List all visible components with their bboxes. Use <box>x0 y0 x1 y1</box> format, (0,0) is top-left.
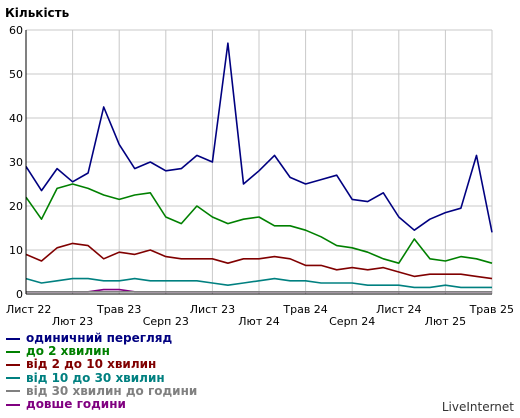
x-tick-label: Серп 24 <box>329 315 375 328</box>
y-tick-label: 50 <box>9 68 23 81</box>
y-tick-label: 20 <box>9 200 23 213</box>
series-line-1 <box>25 42 493 233</box>
grid <box>25 29 493 295</box>
x-tick-label: Серп 23 <box>143 315 189 328</box>
x-tick-label: Лист 22 <box>6 303 51 316</box>
series-line-3 <box>25 242 493 280</box>
legend-item: одиничний перегляд <box>6 331 197 345</box>
legend-item: від 10 до 30 хвилин <box>6 370 197 385</box>
series-line-4 <box>25 277 492 289</box>
x-tick-label: Лют 23 <box>52 315 93 328</box>
y-tick-label: 40 <box>9 112 23 125</box>
legend-label: довше години <box>26 396 126 411</box>
y-tick-label: 30 <box>9 156 23 169</box>
x-tick-label: Трав 24 <box>282 303 327 316</box>
brand-label: LiveInternet <box>441 400 514 414</box>
legend: одиничний перегляд до 2 хвилин від 2 до 10… <box>6 331 198 411</box>
legend-swatch <box>6 337 20 340</box>
legend-item: довше години <box>6 396 197 411</box>
legend-label: від 2 до 10 хвилин <box>26 357 157 372</box>
y-tick-label: 0 <box>16 288 23 301</box>
legend-item: від 30 хвилин до години <box>6 383 198 398</box>
legend-label: від 30 хвилин до години <box>26 383 198 398</box>
legend-swatch <box>6 403 20 406</box>
x-tick-label: Лют 24 <box>238 315 279 328</box>
legend-swatch <box>6 350 20 353</box>
x-tick-label: Трав 25 <box>469 303 514 316</box>
legend-item: від 2 до 10 хвилин <box>6 358 197 371</box>
series-line-2 <box>25 183 493 265</box>
series-lines <box>25 42 493 293</box>
x-tick-label: Лют 25 <box>425 315 466 328</box>
legend-swatch <box>6 363 20 366</box>
legend-item: до 2 хвилин <box>6 344 197 359</box>
x-tick-label: Трав 23 <box>96 303 141 316</box>
y-tick-label: 60 <box>9 24 23 37</box>
x-tick-label: Лист 23 <box>190 303 235 316</box>
legend-label: до 2 хвилин <box>26 344 110 359</box>
x-tick-label: Лист 24 <box>376 303 421 316</box>
y-axis-title: Кількість <box>5 6 70 20</box>
y-tick-label: 10 <box>9 244 23 257</box>
legend-label: від 10 до 30 хвилин <box>26 370 165 385</box>
legend-swatch <box>6 390 20 393</box>
legend-label: одиничний перегляд <box>26 331 173 345</box>
legend-swatch <box>6 377 20 380</box>
